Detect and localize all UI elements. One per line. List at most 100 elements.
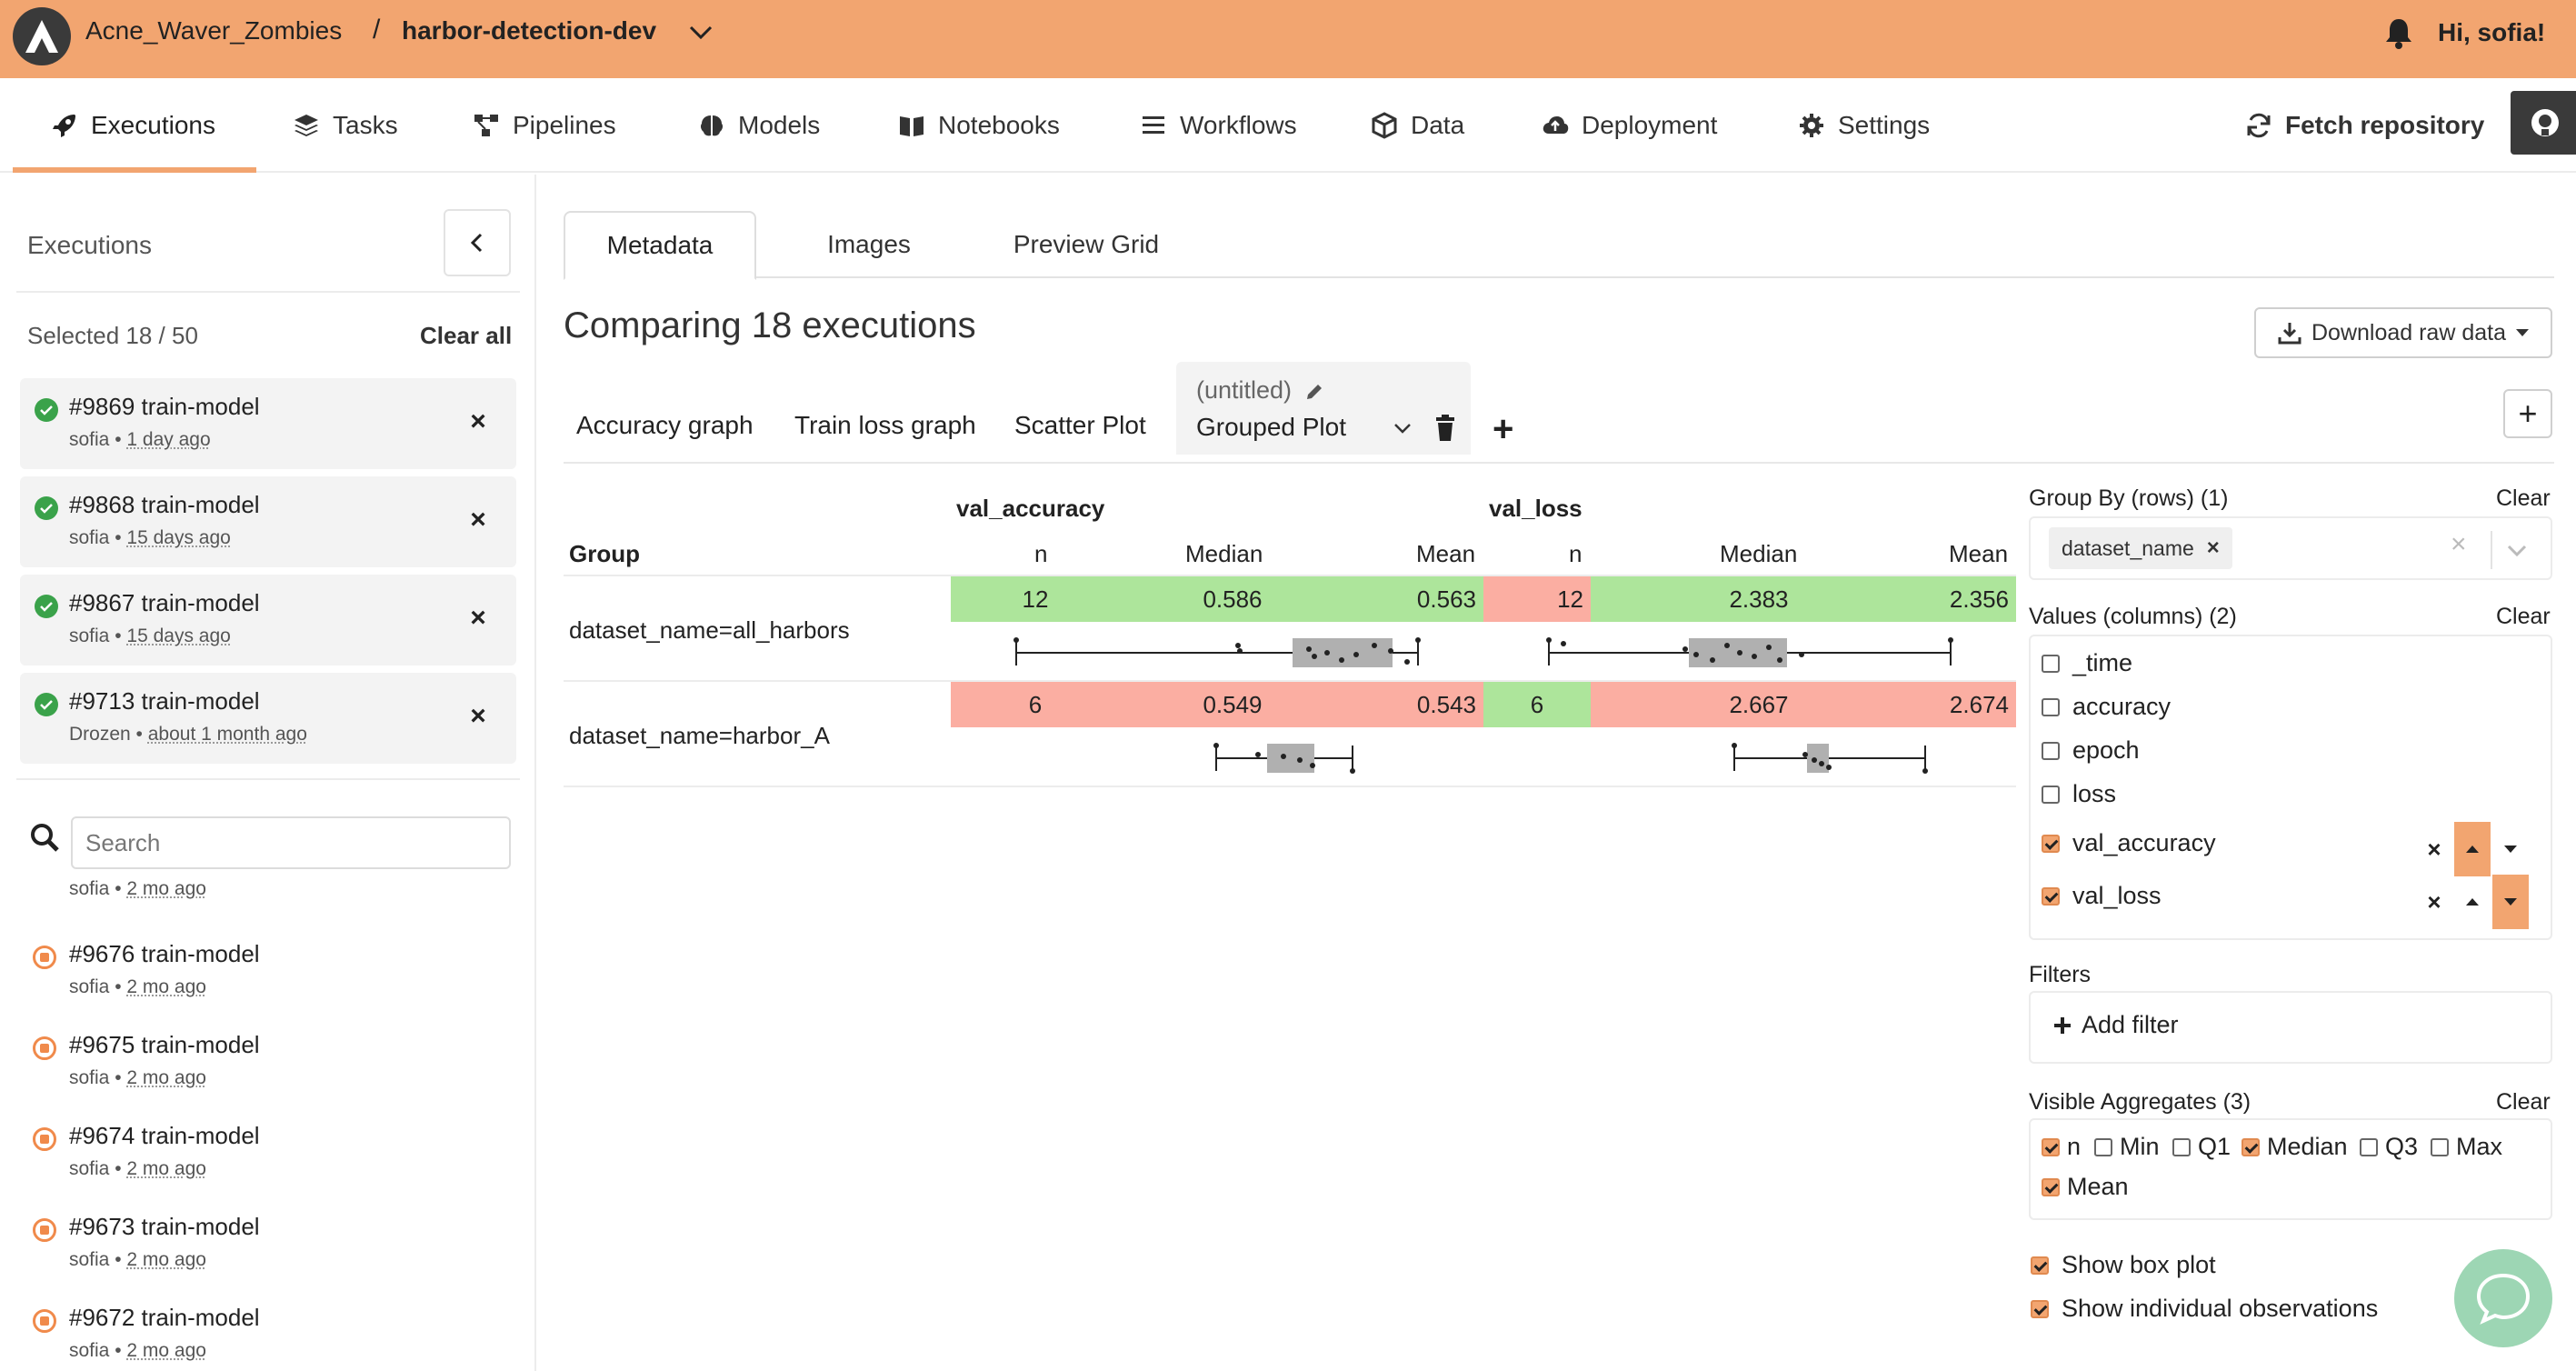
- checkbox[interactable]: [2042, 1137, 2060, 1156]
- checkbox[interactable]: [2031, 1256, 2049, 1275]
- values-clear-button[interactable]: Clear: [2496, 604, 2551, 629]
- checkbox[interactable]: [2431, 1137, 2449, 1156]
- chevron-down-icon[interactable]: [2503, 536, 2531, 564]
- move-up-button[interactable]: [2454, 822, 2491, 876]
- add-panel-button[interactable]: +: [2503, 389, 2552, 438]
- graph-tab-train-loss[interactable]: Train loss graph: [794, 411, 976, 439]
- column-header-n[interactable]: n: [1034, 540, 1048, 567]
- move-up-button[interactable]: [2454, 875, 2491, 929]
- nav-deployment[interactable]: Deployment: [1542, 78, 1717, 173]
- column-header-n[interactable]: n: [1569, 540, 1583, 567]
- nav-notebooks[interactable]: Notebooks: [898, 78, 1060, 173]
- aggregate-max[interactable]: Max: [2431, 1133, 2502, 1161]
- search-input[interactable]: [71, 816, 511, 869]
- value-option-val-accuracy[interactable]: val_accuracy: [2042, 829, 2216, 857]
- checkbox[interactable]: [2094, 1137, 2112, 1156]
- tab-metadata[interactable]: Metadata: [564, 211, 756, 280]
- graph-title[interactable]: (untitled): [1196, 376, 1324, 405]
- org-name[interactable]: Acne_Waver_Zombies: [85, 16, 343, 45]
- value-option-val-loss[interactable]: val_loss: [2042, 882, 2162, 910]
- checkbox[interactable]: [2042, 785, 2060, 804]
- nav-executions[interactable]: Executions: [51, 78, 215, 173]
- remove-value-button[interactable]: ×: [2427, 887, 2441, 916]
- move-down-button[interactable]: [2492, 875, 2529, 929]
- move-down-button[interactable]: [2492, 822, 2529, 876]
- aggregate-q1[interactable]: Q1: [2172, 1133, 2231, 1161]
- fetch-repository-button[interactable]: Fetch repository: [2245, 78, 2484, 173]
- nav-data[interactable]: Data: [1371, 78, 1464, 173]
- clear-select-icon[interactable]: ×: [2451, 529, 2467, 559]
- chevron-down-icon[interactable]: [687, 20, 714, 44]
- selected-execution-card[interactable]: #9713 train-model Drozen • about 1 month…: [20, 673, 516, 764]
- nav-models[interactable]: Models: [698, 78, 820, 173]
- checkbox[interactable]: [2031, 1299, 2049, 1318]
- remove-chip-icon[interactable]: ×: [2206, 535, 2220, 560]
- checkbox[interactable]: [2042, 834, 2060, 853]
- collapse-sidebar-button[interactable]: [444, 209, 511, 276]
- trash-icon[interactable]: [1434, 415, 1456, 442]
- column-header-median[interactable]: Median: [1720, 540, 1798, 567]
- column-header-median[interactable]: Median: [1185, 540, 1263, 567]
- checkbox[interactable]: [2172, 1137, 2191, 1156]
- plot-type-select[interactable]: Grouped Plot: [1196, 413, 1346, 441]
- group-by-select[interactable]: dataset_name × ×: [2029, 516, 2552, 580]
- app-logo-icon[interactable]: [13, 7, 71, 65]
- user-greeting[interactable]: Hi, sofia!: [2438, 18, 2546, 46]
- remove-selection-button[interactable]: ×: [470, 603, 486, 633]
- value-option-accuracy[interactable]: accuracy: [2042, 693, 2171, 721]
- selected-execution-card[interactable]: #9867 train-model sofia • 15 days ago ×: [20, 575, 516, 665]
- selected-execution-card[interactable]: #9869 train-model sofia • 1 day ago ×: [20, 378, 516, 469]
- column-header-mean[interactable]: Mean: [1949, 540, 2009, 567]
- clear-all-button[interactable]: Clear all: [420, 322, 513, 349]
- remove-selection-button[interactable]: ×: [470, 505, 486, 535]
- aggregate-n[interactable]: n: [2042, 1133, 2081, 1161]
- value-option-time[interactable]: _time: [2042, 649, 2132, 677]
- pencil-icon[interactable]: [1304, 382, 1324, 402]
- list-item[interactable]: #9673 train-model sofia • 2 mo ago: [0, 1206, 536, 1296]
- list-item[interactable]: #9672 train-model sofia • 2 mo ago: [0, 1296, 536, 1371]
- value-option-epoch[interactable]: epoch: [2042, 736, 2140, 765]
- checkbox[interactable]: [2360, 1137, 2378, 1156]
- list-item[interactable]: sofia • 2 mo ago: [0, 878, 536, 969]
- nav-pipelines[interactable]: Pipelines: [473, 78, 616, 173]
- list-item[interactable]: #9676 train-model sofia • 2 mo ago: [0, 933, 536, 1024]
- project-name[interactable]: harbor-detection-dev: [402, 16, 657, 45]
- remove-selection-button[interactable]: ×: [470, 406, 486, 436]
- tab-preview-grid[interactable]: Preview Grid: [1013, 230, 1160, 258]
- aggregate-median[interactable]: Median: [2242, 1133, 2348, 1161]
- list-item[interactable]: #9675 train-model sofia • 2 mo ago: [0, 1024, 536, 1115]
- download-raw-data-button[interactable]: Download raw data: [2254, 307, 2552, 358]
- checkbox[interactable]: [2042, 697, 2060, 716]
- github-button[interactable]: [2511, 91, 2576, 155]
- checkbox[interactable]: [2042, 886, 2060, 906]
- nav-settings[interactable]: Settings: [1798, 78, 1930, 173]
- checkbox[interactable]: [2042, 741, 2060, 760]
- remove-value-button[interactable]: ×: [2427, 835, 2441, 863]
- aggregate-min[interactable]: Min: [2094, 1133, 2160, 1161]
- active-graph-tab[interactable]: (untitled) Grouped Plot: [1176, 362, 1471, 455]
- show-observations-toggle[interactable]: Show individual observations: [2031, 1295, 2378, 1323]
- aggregates-clear-button[interactable]: Clear: [2496, 1089, 2551, 1115]
- column-header-mean[interactable]: Mean: [1416, 540, 1476, 567]
- selected-execution-card[interactable]: #9868 train-model sofia • 15 days ago ×: [20, 476, 516, 567]
- checkbox[interactable]: [2042, 654, 2060, 673]
- checkbox[interactable]: [2242, 1137, 2260, 1156]
- graph-tab-accuracy[interactable]: Accuracy graph: [576, 411, 754, 439]
- value-option-loss[interactable]: loss: [2042, 780, 2116, 808]
- remove-selection-button[interactable]: ×: [470, 701, 486, 731]
- chat-bubble-button[interactable]: [2454, 1249, 2552, 1347]
- group-by-clear-button[interactable]: Clear: [2496, 485, 2551, 511]
- aggregate-mean[interactable]: Mean: [2042, 1173, 2129, 1201]
- chevron-down-icon[interactable]: [1393, 422, 1413, 435]
- checkbox[interactable]: [2042, 1177, 2060, 1196]
- show-box-plot-toggle[interactable]: Show box plot: [2031, 1251, 2216, 1279]
- nav-tasks[interactable]: Tasks: [293, 78, 398, 173]
- list-item[interactable]: #9674 train-model sofia • 2 mo ago: [0, 1115, 536, 1206]
- tab-images[interactable]: Images: [827, 230, 911, 258]
- add-graph-button[interactable]: +: [1493, 409, 1514, 449]
- aggregate-q3[interactable]: Q3: [2360, 1133, 2418, 1161]
- graph-tab-scatter[interactable]: Scatter Plot: [1014, 411, 1146, 439]
- group-by-chip[interactable]: dataset_name ×: [2049, 527, 2232, 569]
- bell-icon[interactable]: [2383, 16, 2414, 49]
- add-filter-button[interactable]: Add filter: [2052, 1011, 2179, 1039]
